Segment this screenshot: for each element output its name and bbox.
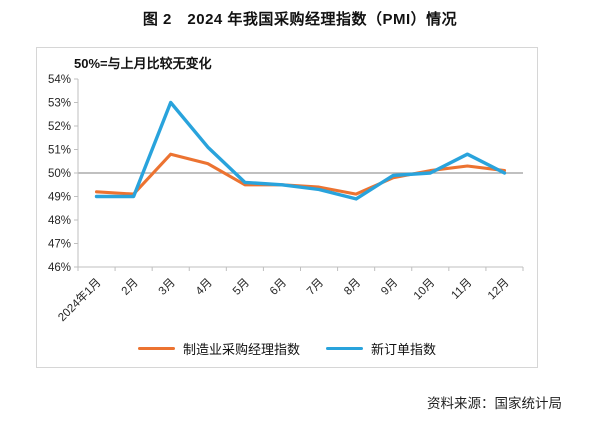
y-tick-label: 53% (48, 98, 71, 110)
x-tick-label: 8月 (342, 277, 363, 298)
chart-container: 50%=与上月比较无变化 46% 47% 48% 49% 50% 51% 52% 53% 54%… (36, 47, 538, 368)
y-tick-label: 51% (48, 145, 71, 157)
x-tick-label: 10月 (412, 277, 438, 303)
legend-item-new-orders: 新订单指数 (326, 339, 436, 358)
legend-swatch-new-orders (326, 347, 363, 350)
x-tick-label: 11月 (449, 277, 474, 302)
y-tick-label: 46% (48, 262, 71, 274)
x-tick-label: 6月 (268, 277, 289, 298)
x-tick-label: 12月 (486, 277, 512, 303)
x-tick-label: 4月 (194, 277, 215, 298)
legend: 制造业采购经理指数 新订单指数 (37, 339, 537, 358)
pmi-line-chart: 46% 47% 48% 49% 50% 51% 52% 53% 54% 2024年1月 2月 3月 4月… (48, 74, 524, 324)
data-source: 资料来源：国家统计局 (427, 396, 562, 411)
x-tick-label: 5月 (231, 277, 252, 298)
x-tick-label: 2024年1月 (55, 275, 104, 324)
y-tick-label: 52% (48, 121, 71, 133)
y-tick-label: 49% (48, 192, 71, 204)
reference-line-note: 50%=与上月比较无变化 (74, 56, 212, 71)
legend-label-new-orders: 新订单指数 (371, 342, 437, 357)
y-tick-label: 48% (48, 215, 71, 227)
x-tick-label: 3月 (157, 277, 178, 298)
x-tick-label: 7月 (305, 277, 326, 298)
chart-title: 图 2 2024 年我国采购经理指数（PMI）情况 (142, 11, 458, 28)
y-tick-label: 54% (48, 74, 71, 86)
x-tick-label: 9月 (379, 277, 400, 298)
legend-label-manufacturing-pmi: 制造业采购经理指数 (182, 342, 300, 357)
series-line-new-orders (94, 100, 507, 201)
y-tick-label: 50% (48, 168, 71, 180)
y-tick-label: 47% (48, 239, 71, 251)
legend-swatch-manufacturing-pmi (137, 347, 175, 350)
legend-item-manufacturing-pmi: 制造业采购经理指数 (137, 339, 300, 358)
x-tick-label: 2月 (120, 277, 141, 298)
